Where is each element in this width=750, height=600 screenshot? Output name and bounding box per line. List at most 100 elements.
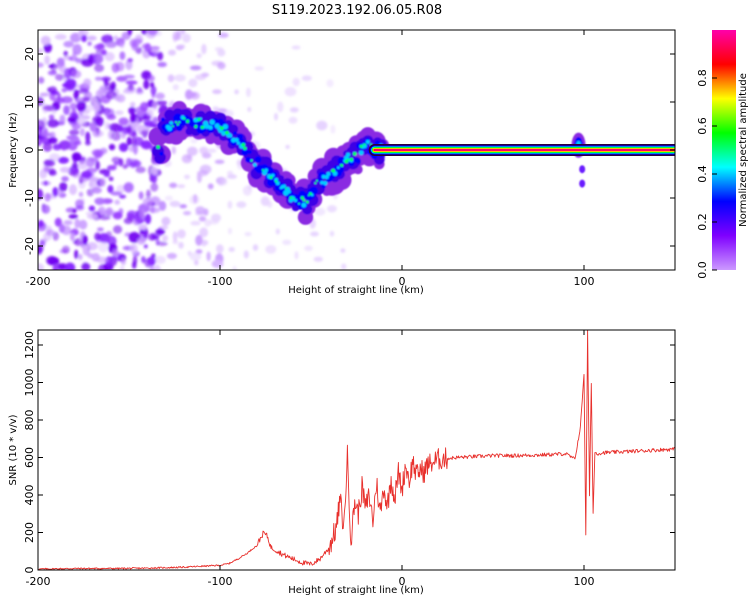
ridge-mark bbox=[309, 192, 312, 196]
noise-blob bbox=[115, 110, 124, 115]
noise-blob bbox=[135, 46, 143, 54]
ridge-mark bbox=[208, 125, 213, 130]
noise-blob bbox=[130, 243, 138, 254]
noise-blob bbox=[169, 200, 181, 207]
noise-blob bbox=[120, 257, 126, 266]
ridge-mark bbox=[250, 159, 253, 162]
ridge-mark bbox=[302, 199, 306, 202]
ridge-mark bbox=[296, 198, 302, 204]
noise-blob bbox=[144, 213, 152, 225]
noise-blob bbox=[72, 44, 82, 55]
noise-blob bbox=[47, 256, 60, 266]
noise-blob bbox=[45, 106, 56, 112]
noise-blob bbox=[61, 176, 69, 182]
noise-blob bbox=[101, 49, 107, 56]
noise-blob bbox=[201, 239, 206, 247]
noise-blob bbox=[214, 159, 225, 164]
noise-blob bbox=[113, 35, 119, 40]
noise-blob bbox=[207, 183, 214, 190]
ridge-mark bbox=[234, 137, 239, 143]
noise-blob bbox=[69, 102, 78, 110]
ridge-mark bbox=[254, 156, 262, 164]
noise-blob bbox=[74, 218, 81, 229]
noise-blob bbox=[38, 245, 44, 253]
noise-blob bbox=[190, 138, 198, 144]
noise-blob bbox=[71, 163, 79, 169]
ridge-mark bbox=[261, 169, 265, 172]
noise-blob bbox=[104, 109, 110, 117]
noise-blob bbox=[68, 214, 79, 219]
noise-blob bbox=[63, 50, 68, 57]
noise-blob bbox=[63, 220, 73, 226]
noise-blob bbox=[64, 262, 76, 270]
ridge-mark bbox=[346, 152, 351, 157]
noise-blob bbox=[87, 35, 97, 41]
ridge-mark bbox=[221, 130, 227, 136]
ridge-mark bbox=[159, 151, 164, 156]
noise-blob bbox=[186, 146, 198, 156]
noise-blob bbox=[147, 75, 155, 82]
x-tick-label: 100 bbox=[574, 575, 595, 588]
noise-blob bbox=[199, 227, 209, 238]
noise-blob bbox=[92, 149, 104, 158]
noise-blob bbox=[150, 82, 155, 88]
ridge-mark bbox=[305, 200, 309, 204]
noise-blob bbox=[285, 144, 290, 149]
noise-blob bbox=[291, 45, 301, 50]
frequency-ridge bbox=[148, 101, 586, 225]
noise-blob bbox=[54, 34, 67, 40]
noise-blob bbox=[143, 244, 148, 249]
noise-blob bbox=[38, 188, 44, 200]
ridge-mark bbox=[316, 179, 318, 182]
noise-blob bbox=[38, 76, 45, 84]
noise-blob bbox=[212, 89, 222, 95]
noise-blob bbox=[198, 216, 207, 222]
ridge-mark bbox=[236, 141, 241, 145]
noise-blob bbox=[188, 78, 198, 88]
noise-blob bbox=[130, 137, 137, 147]
noise-blob bbox=[94, 197, 105, 205]
noise-blob bbox=[217, 48, 226, 57]
ridge-mark bbox=[156, 152, 166, 162]
ridge-mark bbox=[222, 124, 228, 130]
noise-blob bbox=[44, 192, 51, 202]
noise-blob bbox=[38, 48, 43, 54]
noise-blob bbox=[119, 194, 126, 199]
noise-blob bbox=[96, 256, 108, 264]
noise-blob bbox=[78, 88, 89, 94]
noise-blob bbox=[196, 171, 202, 183]
noise-blob bbox=[227, 227, 233, 235]
noise-blob bbox=[189, 252, 202, 261]
ridge-mark bbox=[355, 158, 361, 164]
ridge-mark bbox=[359, 144, 363, 148]
noise-blob bbox=[55, 73, 65, 81]
noise-blob bbox=[48, 114, 55, 120]
noise-blob bbox=[73, 89, 80, 100]
noise-blob bbox=[116, 184, 126, 194]
noise-blob bbox=[94, 64, 105, 73]
noise-blob bbox=[140, 130, 148, 136]
noise-blob bbox=[171, 146, 176, 155]
noise-blob bbox=[189, 65, 202, 71]
noise-blob bbox=[282, 239, 292, 245]
noise-blob bbox=[74, 249, 79, 259]
noise-blob bbox=[95, 116, 104, 127]
noise-blob bbox=[228, 247, 235, 252]
ridge-mark bbox=[164, 109, 176, 121]
ridge-mark bbox=[293, 197, 296, 200]
noise-blob bbox=[157, 241, 168, 247]
noise-blob bbox=[157, 61, 167, 68]
noise-blob bbox=[123, 182, 134, 193]
noise-blob bbox=[155, 228, 166, 235]
x-tick-label: 0 bbox=[399, 575, 406, 588]
noise-blob bbox=[43, 180, 49, 186]
noise-blob bbox=[122, 164, 128, 169]
noise-blob bbox=[201, 72, 210, 78]
x-tick-label: 100 bbox=[574, 275, 595, 288]
noise-blob bbox=[113, 225, 123, 234]
noise-blob bbox=[70, 32, 82, 43]
noise-blob bbox=[72, 240, 79, 244]
